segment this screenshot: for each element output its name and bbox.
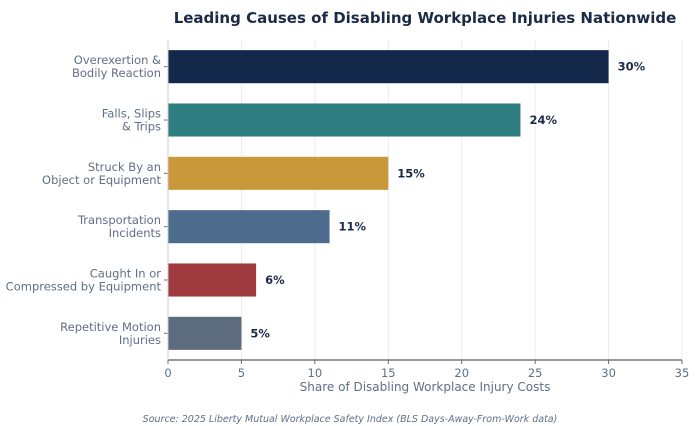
value-label: 30% — [618, 60, 646, 74]
bars — [168, 50, 609, 350]
bar — [168, 263, 257, 297]
value-label: 24% — [529, 113, 557, 127]
category-label: Overexertion & Bodily Reaction — [72, 53, 161, 80]
x-tick-label: 30 — [601, 366, 616, 380]
x-tick-label: 5 — [238, 366, 245, 380]
value-label: 11% — [339, 220, 367, 234]
category-label: Repetitive Motion Injuries — [60, 320, 161, 347]
bar — [168, 103, 521, 137]
grid-lines — [167, 40, 683, 360]
bar — [168, 316, 242, 350]
x-tick-label: 15 — [381, 366, 396, 380]
chart-title: Leading Causes of Disabling Workplace In… — [174, 9, 677, 27]
x-axis: 0 5 10 15 20 25 30 35 — [164, 40, 689, 380]
category-label: Transportation Incidents — [77, 213, 161, 240]
x-tick-label: 25 — [528, 366, 543, 380]
bar — [168, 50, 609, 84]
bar — [168, 210, 330, 244]
x-tick-label: 35 — [675, 366, 690, 380]
x-tick-label: 20 — [454, 366, 469, 380]
value-labels: 30% 24% 15% 11% 6% 5% — [250, 60, 645, 341]
category-label: Caught In or Compressed by Equipment — [6, 267, 162, 294]
value-label: 6% — [265, 273, 285, 287]
category-labels: Overexertion & Bodily Reaction Falls, Slip… — [6, 53, 168, 347]
category-label: Falls, Slips & Trips — [102, 107, 161, 134]
source-note: Source: 2025 Liberty Mutual Workplace Sa… — [143, 414, 558, 425]
x-axis-label: Share of Disabling Workplace Injury Cost… — [300, 380, 551, 394]
x-tick-label: 0 — [164, 366, 171, 380]
value-label: 5% — [250, 326, 270, 340]
category-label: Struck By an Object or Equipment — [42, 160, 161, 187]
value-label: 15% — [397, 166, 425, 180]
bar — [168, 156, 389, 190]
x-tick-label: 10 — [308, 366, 323, 380]
